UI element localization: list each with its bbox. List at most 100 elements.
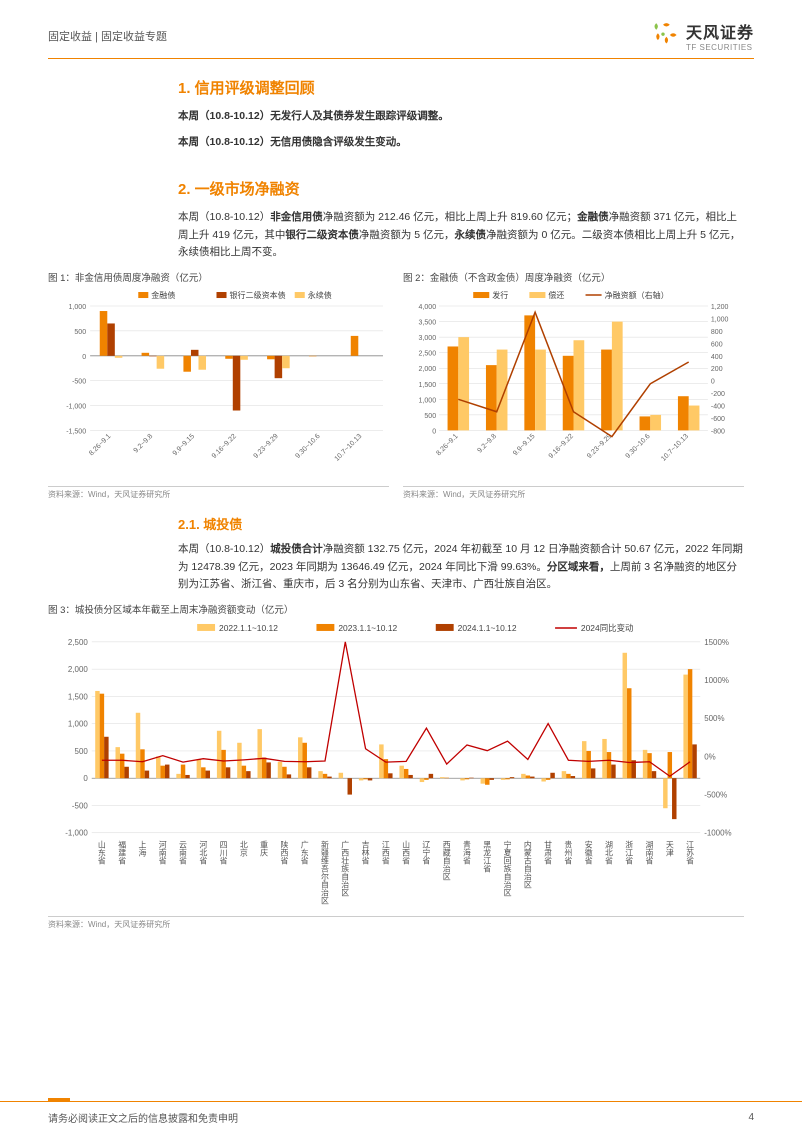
section-21-para: 本周（10.8-10.12）城投债合计净融资额 132.75 亿元，2024 年… (178, 541, 744, 595)
svg-text:吉林省: 吉林省 (361, 841, 370, 866)
svg-text:3,500: 3,500 (419, 320, 437, 327)
svg-text:2,000: 2,000 (68, 665, 88, 674)
svg-text:-1,000: -1,000 (66, 404, 86, 411)
svg-text:4,000: 4,000 (419, 304, 437, 311)
svg-text:0: 0 (711, 379, 715, 386)
svg-text:2022.1.1~10.12: 2022.1.1~10.12 (219, 623, 278, 633)
s2-b3: 银行二级资本债 (285, 229, 359, 241)
svg-text:河南省: 河南省 (158, 840, 167, 866)
svg-text:永续债: 永续债 (308, 290, 332, 300)
svg-text:偿还: 偿还 (548, 290, 564, 300)
svg-text:上海: 上海 (138, 841, 147, 858)
section-2-para: 本周（10.8-10.12）非金信用债净融资额为 212.46 亿元，相比上周上… (178, 209, 744, 263)
svg-text:内蒙古自治区: 内蒙古自治区 (523, 840, 532, 889)
svg-text:福建省: 福建省 (118, 841, 127, 866)
svg-text:800: 800 (711, 329, 723, 336)
svg-text:200: 200 (711, 366, 723, 373)
svg-text:600: 600 (711, 342, 723, 349)
svg-text:2023.1.1~10.12: 2023.1.1~10.12 (338, 623, 397, 633)
svg-text:新疆维吾尔自治区: 新疆维吾尔自治区 (320, 840, 329, 905)
section-1-p1: 本周（10.8-10.12）无发行人及其债券发生跟踪评级调整。 (178, 108, 744, 126)
svg-text:1,500: 1,500 (419, 382, 437, 389)
svg-text:-500%: -500% (704, 791, 727, 800)
svg-text:9.2~9.8: 9.2~9.8 (476, 433, 498, 455)
svg-text:2,500: 2,500 (419, 351, 437, 358)
svg-text:1,000: 1,000 (69, 304, 87, 311)
s2-b4: 永续债 (455, 229, 487, 241)
chart-1: 金融债 银行二级资本债 永续债 -1,500 -1,000 -500 0 500 1,000 8.… (48, 288, 389, 479)
svg-text:河北省: 河北省 (199, 840, 208, 866)
svg-text:500: 500 (75, 747, 89, 756)
s2-t3: 净融资额为 5 亿元， (359, 229, 455, 241)
svg-text:重庆: 重庆 (260, 840, 269, 858)
svg-text:10.7~10.13: 10.7~10.13 (660, 433, 690, 463)
svg-text:银行二级资本债: 银行二级资本债 (230, 290, 286, 300)
svg-text:2,000: 2,000 (419, 366, 437, 373)
svg-text:-500: -500 (72, 379, 86, 386)
svg-text:辽宁省: 辽宁省 (422, 841, 431, 866)
header-category: 固定收益 | 固定收益专题 (48, 28, 167, 44)
chart-3-title: 图 3：城投债分区域本年截至上周末净融资额变动（亿元） (48, 602, 744, 616)
svg-text:0: 0 (82, 354, 86, 361)
svg-text:-1000%: -1000% (704, 829, 731, 838)
footer-page-number: 4 (748, 1112, 754, 1123)
svg-text:金融债: 金融债 (151, 290, 175, 300)
svg-text:500: 500 (74, 329, 86, 336)
section-2-title: 2. 一级市场净融资 (178, 178, 744, 199)
svg-text:9.16~9.22: 9.16~9.22 (211, 433, 238, 460)
charts-row-top: 图 1：非金信用债周度净融资（亿元） 金融债 银行二级资本债 永续债 -1,500 -1… (48, 270, 744, 500)
svg-text:黑龙江省: 黑龙江省 (483, 841, 492, 874)
chart-3: 2022.1.1~10.12 2023.1.1~10.12 2024.1.1~10.… (48, 620, 744, 908)
svg-text:10.7~10.13: 10.7~10.13 (334, 433, 364, 463)
chart-2-box: 图 2：金融债（不含政金债）周度净融资（亿元） 发行偿还净融资额（右轴）0500… (403, 270, 744, 500)
header: 固定收益 | 固定收益专题 天风证券 TF SECURITIES (48, 28, 754, 59)
svg-text:500: 500 (424, 413, 436, 420)
svg-text:400: 400 (711, 354, 723, 361)
svg-text:1500%: 1500% (704, 638, 729, 647)
s21-b2: 分区域来看， (547, 561, 610, 573)
svg-text:500%: 500% (704, 715, 724, 724)
svg-text:9.9~9.15: 9.9~9.15 (512, 433, 536, 457)
svg-text:陕西省: 陕西省 (280, 840, 289, 866)
svg-text:湖北省: 湖北省 (604, 841, 613, 866)
svg-text:8.26~9.1: 8.26~9.1 (435, 433, 459, 457)
svg-text:贵州省: 贵州省 (564, 840, 573, 866)
svg-text:-1,000: -1,000 (65, 829, 88, 838)
s21-pre: 本周（10.8-10.12） (178, 543, 270, 555)
svg-text:浙江省: 浙江省 (625, 840, 634, 866)
svg-text:1,000: 1,000 (68, 720, 88, 729)
section-21-title: 2.1. 城投债 (178, 514, 744, 533)
svg-text:3,000: 3,000 (419, 335, 437, 342)
svg-text:安徽省: 安徽省 (584, 840, 593, 866)
svg-text:9.2~9.8: 9.2~9.8 (133, 433, 155, 455)
s21-b1: 城投债合计 (270, 543, 323, 555)
svg-text:-200: -200 (711, 391, 725, 398)
svg-text:广东省: 广东省 (300, 840, 309, 866)
svg-text:净融资额（右轴）: 净融资额（右轴） (605, 290, 669, 300)
svg-text:9.30~10.6: 9.30~10.6 (294, 433, 321, 460)
svg-text:-1,500: -1,500 (66, 429, 86, 436)
svg-text:-600: -600 (711, 416, 725, 423)
svg-text:9.23~9.29: 9.23~9.29 (253, 433, 280, 460)
svg-text:西藏自治区: 西藏自治区 (442, 841, 451, 881)
footer: 请务必阅读正文之后的信息披露和免责申明 4 (0, 1101, 802, 1133)
chart-3-source: 资料来源：Wind，天风证券研究所 (48, 916, 744, 930)
logo-name-en: TF SECURITIES (686, 43, 754, 52)
svg-text:-400: -400 (711, 404, 725, 411)
svg-text:9.30~10.6: 9.30~10.6 (625, 433, 652, 460)
svg-text:2,500: 2,500 (68, 638, 88, 647)
chart-2: 发行偿还净融资额（右轴）05001,0001,5002,0002,5003,00… (403, 288, 744, 479)
svg-text:四川省: 四川省 (219, 841, 228, 866)
svg-text:8.26~9.1: 8.26~9.1 (88, 433, 112, 457)
chart-1-title: 图 1：非金信用债周度净融资（亿元） (48, 270, 389, 284)
svg-text:北京: 北京 (239, 841, 248, 858)
chart-1-box: 图 1：非金信用债周度净融资（亿元） 金融债 银行二级资本债 永续债 -1,500 -1… (48, 270, 389, 500)
svg-text:湖南省: 湖南省 (645, 841, 654, 866)
svg-text:1,000: 1,000 (419, 398, 437, 405)
svg-text:1,500: 1,500 (68, 693, 88, 702)
svg-text:2024.1.1~10.12: 2024.1.1~10.12 (458, 623, 517, 633)
s2-b2: 金融债 (577, 211, 609, 223)
svg-text:山东省: 山东省 (97, 840, 106, 866)
svg-text:2024同比变动: 2024同比变动 (581, 623, 634, 633)
chart-3-box: 图 3：城投债分区域本年截至上周末净融资额变动（亿元） 2022.1.1~10.… (48, 602, 744, 929)
